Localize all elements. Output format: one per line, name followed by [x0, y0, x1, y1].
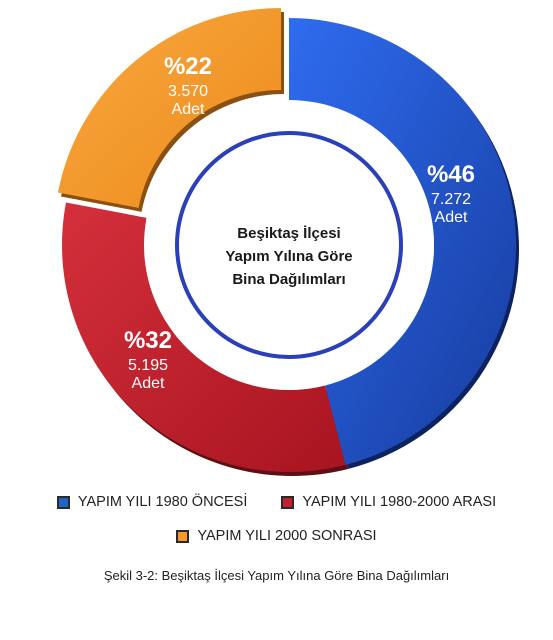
slice-count-label-1980-2000: 5.195	[128, 357, 168, 374]
legend-label-before-1980: YAPIM YILI 1980 ÖNCESİ	[77, 494, 248, 510]
legend-swatch-before-1980	[56, 495, 70, 509]
legend-item-after-2000: YAPIM YILI 2000 SONRASI	[176, 528, 377, 544]
slice-percent-label-1980-2000: %32	[124, 327, 172, 354]
legend-swatch-after-2000	[176, 529, 190, 543]
legend-label-after-2000: YAPIM YILI 2000 SONRASI	[197, 528, 377, 544]
legend-item-before-1980: YAPIM YILI 1980 ÖNCESİ	[56, 494, 248, 510]
slice-1980-2000	[61, 202, 346, 472]
slice-percent-label-after-2000: %22	[164, 53, 212, 80]
legend-row-2: YAPIM YILI 2000 SONRASI	[0, 528, 553, 544]
center-title-line-3: Bina Dağılımları	[232, 271, 345, 288]
slice-before-1980	[289, 18, 516, 465]
slice-unit-label-after-2000: Adet	[172, 101, 205, 118]
slice-unit-label-1980-2000: Adet	[132, 375, 165, 392]
slice-count-label-after-2000: 3.570	[168, 83, 208, 100]
slice-count-label-before-1980: 7.272	[431, 191, 471, 208]
center-ring	[175, 131, 403, 359]
legend-swatch-1980-2000	[281, 495, 295, 509]
slice-after-2000	[58, 8, 281, 208]
center-title-line-2: Yapım Yılına Göre	[225, 248, 352, 265]
legend-label-1980-2000: YAPIM YILI 1980-2000 ARASI	[302, 494, 497, 510]
slice-unit-label-before-1980: Adet	[435, 209, 468, 226]
figure-caption: Şekil 3-2: Beşiktaş İlçesi Yapım Yılına …	[103, 568, 450, 583]
center-title-line-1: Beşiktaş İlçesi	[237, 225, 340, 242]
legend-item-1980-2000: YAPIM YILI 1980-2000 ARASI	[281, 494, 496, 510]
donut-chart: Beşiktaş İlçesi Yapım Yılına Göre Bina Dağ…	[58, 8, 519, 476]
slice-percent-label-before-1980: %46	[427, 161, 475, 188]
center-disk	[144, 100, 434, 390]
legend-row-1: YAPIM YILI 1980 ÖNCESİ YAPIM YILI 1980-2…	[0, 494, 553, 510]
